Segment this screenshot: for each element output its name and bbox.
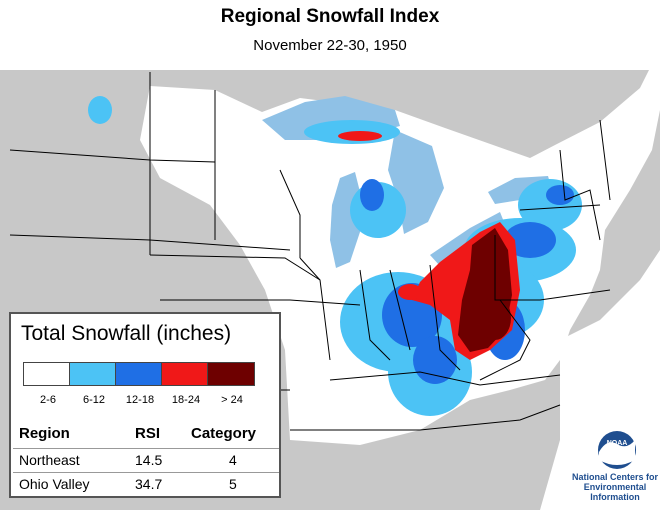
legend-title: Total Snowfall (inches): [21, 322, 232, 345]
legend-label-2-6: 2-6: [40, 394, 56, 406]
rsi-value: 14.5: [135, 452, 163, 468]
state-boundaries: [9, 72, 611, 431]
legend-swatch-2-6: [24, 363, 70, 385]
legend-swatch-12-18: [116, 363, 162, 385]
rsi-header-region: Region: [19, 425, 70, 442]
noaa-seal-text: NOAA: [607, 440, 628, 447]
noaa-seal-wave: [599, 440, 635, 465]
legend-label-18-24: 18-24: [171, 394, 201, 406]
rsi-header-rsi: RSI: [135, 425, 161, 442]
ncei-line-1: National Centers for: [572, 472, 659, 482]
rsi-category: 5: [229, 476, 237, 492]
ncei-text: National Centers for Environmental Infor…: [572, 472, 658, 502]
rsi-category: 4: [229, 452, 237, 468]
legend-swatch-18-24: [162, 363, 208, 385]
legend-swatch-over-24: [208, 363, 254, 385]
legend-panel: Total Snowfall (inches) 2-6 6-12 12-18 1…: [9, 312, 281, 498]
page-subtitle: November 22-30, 1950: [253, 37, 407, 54]
legend-label-over-24: > 24: [221, 394, 243, 406]
snowfall-over-24-band: [458, 228, 512, 352]
rsi-row-divider: [13, 448, 279, 449]
legend-label-6-12: 6-12: [82, 394, 106, 406]
legend-swatches: [23, 362, 255, 386]
ncei-line-2: Environmental: [583, 482, 647, 492]
legend-swatch-6-12: [70, 363, 116, 385]
noaa-logo: NOAA: [598, 431, 636, 469]
analysis-region: [140, 60, 660, 445]
page-title: Regional Snowfall Index: [220, 6, 440, 27]
rsi-region: Northeast: [19, 452, 80, 468]
rsi-row-divider: [13, 472, 279, 473]
ncei-line-3: Information: [590, 492, 640, 502]
rsi-region: Ohio Valley: [19, 476, 90, 492]
legend-label-12-18: 12-18: [125, 394, 155, 406]
rsi-header-category: Category: [191, 425, 257, 442]
rsi-value: 34.7: [135, 476, 163, 492]
